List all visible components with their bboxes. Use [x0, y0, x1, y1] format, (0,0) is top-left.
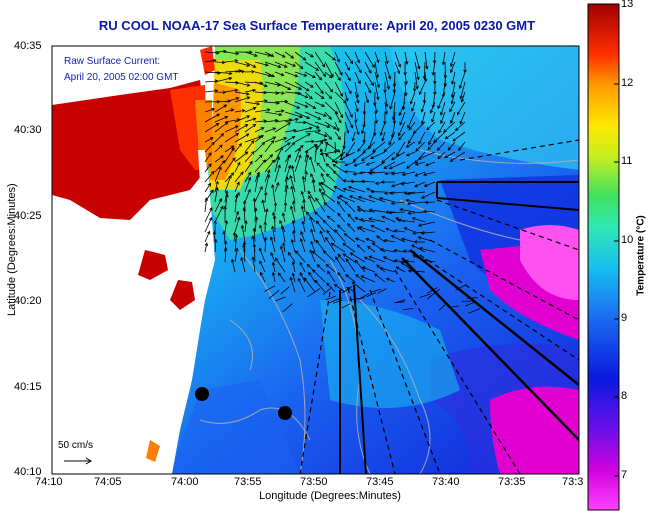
radar-radials: [299, 139, 579, 474]
x-tick-label: 74:00: [171, 476, 199, 488]
overlay-caption-line2: April 20, 2005 02:00 GMT: [64, 72, 179, 83]
x-tick-label: 74:05: [94, 476, 122, 488]
plot-frame: [51, 45, 580, 475]
current-vectors: [204, 49, 481, 314]
x-tick-label: 73:50: [300, 476, 328, 488]
colorbar-tick-label: 12: [621, 77, 634, 89]
station-marker: [195, 387, 209, 401]
overlay-caption-line1: Raw Surface Current:: [64, 56, 161, 67]
page-title: RU COOL NOAA-17 Sea Surface Temperature:…: [98, 18, 536, 33]
station-marker: [278, 406, 292, 420]
x-tick-label: 73:45: [366, 476, 394, 488]
x-tick-label: 73:35: [498, 476, 526, 488]
y-tick-label: 40:15: [14, 381, 42, 393]
x-tick-label: 73:40: [432, 476, 460, 488]
y-tick-label: 40:20: [14, 295, 42, 307]
y-tick-label: 40:10: [14, 466, 42, 478]
x-tick-label: 73:55: [234, 476, 262, 488]
y-tick-label: 40:30: [14, 124, 42, 136]
x-axis-label: Longitude (Degrees:Minutes): [259, 490, 401, 502]
colorbar-tick-label: 8: [621, 390, 628, 402]
colorbar-tick-label: 13: [621, 0, 634, 10]
colorbar-label: Temperature (°C): [635, 215, 647, 296]
x-tick-label: 73:3: [562, 476, 584, 488]
colorbar: [587, 3, 620, 511]
warm-bay: [52, 80, 205, 220]
scale-arrow: [64, 457, 92, 465]
colorbar-tick-label: 11: [621, 155, 633, 167]
cold-patch-south: [490, 386, 579, 474]
y-tick-label: 40:35: [14, 40, 42, 52]
x-tick-label: 74:10: [35, 476, 63, 488]
colorbar-tick-label: 7: [621, 469, 628, 481]
colorbar-tick-label: 10: [621, 234, 634, 246]
y-tick-label: 40:25: [14, 210, 42, 222]
scale-label: 50 cm/s: [58, 440, 94, 451]
colorbar-tick-label: 9: [621, 312, 628, 324]
